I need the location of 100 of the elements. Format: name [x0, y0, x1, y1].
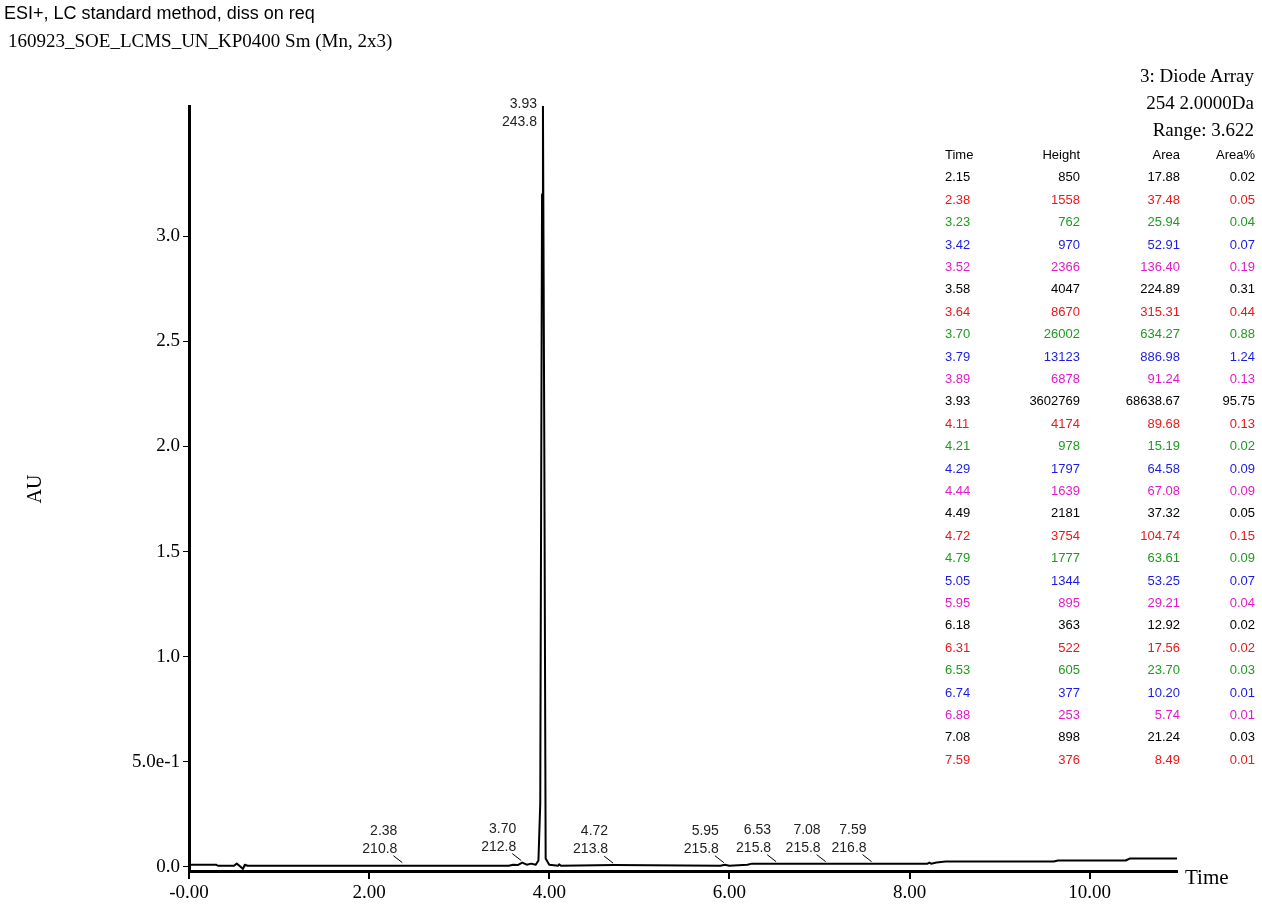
text: 0.01 [1229, 684, 1255, 700]
x-tick-label: 4.00 [532, 881, 566, 903]
text: 95.75 [1222, 393, 1255, 409]
annotation: 3.64 [945, 303, 971, 319]
annotation: 3.70 212.8 [481, 819, 517, 854]
annotation: 224.89 [1140, 281, 1180, 297]
annotation: 3602769 [1029, 393, 1080, 409]
annotation: 3.23 [945, 214, 971, 230]
text: 0.02 [1229, 639, 1255, 655]
annotation: 970 [1058, 236, 1080, 252]
annotation: 6878 [1051, 371, 1080, 386]
annotation: 7.08 215.8 [785, 820, 821, 855]
text: 0.09 [1229, 460, 1255, 476]
annotation: 886.98 [1140, 348, 1180, 364]
annotation: 7.08 [945, 729, 971, 745]
x-axis-title: Time [1185, 865, 1229, 890]
text: 0.03 [1229, 729, 1255, 745]
annotation: 4.72 213.8 [573, 822, 609, 857]
annotation: 2.38 210.8 [362, 821, 398, 856]
annotation: 17.88 [1147, 169, 1180, 185]
annotation: 7.59 [945, 751, 971, 767]
annotation: 1797 [1051, 460, 1080, 476]
annotation: 4.49 [945, 505, 971, 521]
annotation: 12.92 [1147, 617, 1180, 633]
annotation: 1558 [1051, 191, 1080, 207]
annotation: 6.18 [945, 617, 971, 633]
annotation: 6.53 215.8 [736, 820, 772, 855]
annotation: 104.74 [1140, 527, 1180, 543]
text: 0.31 [1229, 281, 1255, 297]
annotation: 15.19 [1147, 438, 1180, 454]
annotation: Time [945, 147, 974, 162]
text: 0.44 [1229, 303, 1255, 319]
annotation: 53.25 [1147, 572, 1180, 588]
annotation: 25.94 [1147, 214, 1180, 230]
annotation: 978 [1058, 438, 1080, 454]
text: 0.88 [1229, 326, 1255, 342]
annotation: 898 [1058, 729, 1080, 745]
annotation: 17.56 [1147, 639, 1180, 655]
x-tick-label: -0.00 [169, 881, 209, 903]
annotation: 89.68 [1147, 415, 1180, 431]
annotation: 5.05 [945, 572, 971, 588]
annotation: 4047 [1051, 281, 1080, 297]
annotation: 4.79 [945, 550, 971, 566]
annotation: 2.15 [945, 169, 971, 185]
annotation: 4.29 [945, 460, 971, 476]
annotation: 37.32 [1147, 505, 1180, 521]
y-axis-title: AU [22, 474, 46, 503]
y-tick-label: 3.0 [156, 224, 180, 246]
x-tick-label: 6.00 [712, 881, 747, 903]
annotation: 8670 [1051, 303, 1080, 319]
annotation: 315.31 [1140, 303, 1180, 319]
annotation: 634.27 [1140, 326, 1180, 342]
annotation: 29.21 [1147, 595, 1180, 610]
text: 0.02 [1229, 438, 1255, 454]
annotation: 4.11 [945, 415, 970, 431]
annotation: 850 [1058, 169, 1080, 185]
annotation: 5.74 [1154, 707, 1180, 722]
annotation: 4.44 [945, 483, 971, 498]
annotation: 136.40 [1140, 259, 1180, 274]
annotation: Area [1152, 147, 1180, 162]
y-tick-label: 1.5 [156, 539, 180, 561]
annotation: 895 [1058, 595, 1080, 610]
annotation: 3.52 [945, 259, 971, 274]
y-tick-label: 1.0 [156, 644, 180, 666]
annotation: 67.08 [1147, 483, 1180, 498]
text: 0.19 [1229, 259, 1255, 274]
annotation: 762 [1058, 214, 1080, 230]
chart-title: ESI+, LC standard method, diss on req [4, 3, 315, 24]
annotation: 23.70 [1147, 662, 1180, 678]
annotation: Range: 3.622 [1152, 119, 1254, 141]
text: 0.02 [1229, 169, 1255, 185]
annotation: 26002 [1043, 326, 1080, 342]
text: 0.01 [1229, 751, 1255, 767]
text: 0.15 [1229, 527, 1255, 543]
annotation: 3.70 [945, 326, 971, 342]
annotation: 377 [1058, 684, 1080, 700]
text: 3: Diode Array [1140, 65, 1254, 87]
text: 0.09 [1229, 483, 1255, 498]
annotation: 3.93 [945, 393, 971, 409]
annotation: 3.79 [945, 348, 971, 364]
text: 0.13 [1229, 415, 1255, 431]
annotation: 10.20 [1147, 684, 1180, 700]
text: 0.03 [1229, 662, 1255, 678]
y-tick-label: 2.0 [156, 434, 180, 456]
annotation: 4.72 [945, 527, 971, 543]
text: 0.05 [1229, 505, 1255, 521]
annotation: 5.95 215.8 [683, 821, 720, 856]
annotation: 8.49 [1154, 751, 1180, 767]
text: 0.04 [1229, 214, 1255, 230]
annotation: 3754 [1051, 527, 1080, 543]
annotation: 6.31 [945, 639, 971, 655]
annotation: 254 2.0000Da [1146, 92, 1254, 114]
y-tick-label: 2.5 [156, 329, 180, 351]
annotation: 3.93 243.8 [501, 95, 538, 129]
annotation: 522 [1058, 639, 1080, 655]
annotation: 68638.67 [1125, 393, 1180, 409]
annotation: 3.58 [945, 281, 971, 297]
text: 0.07 [1229, 572, 1255, 588]
annotation: 52.91 [1147, 236, 1180, 252]
text: 0.02 [1229, 617, 1255, 633]
